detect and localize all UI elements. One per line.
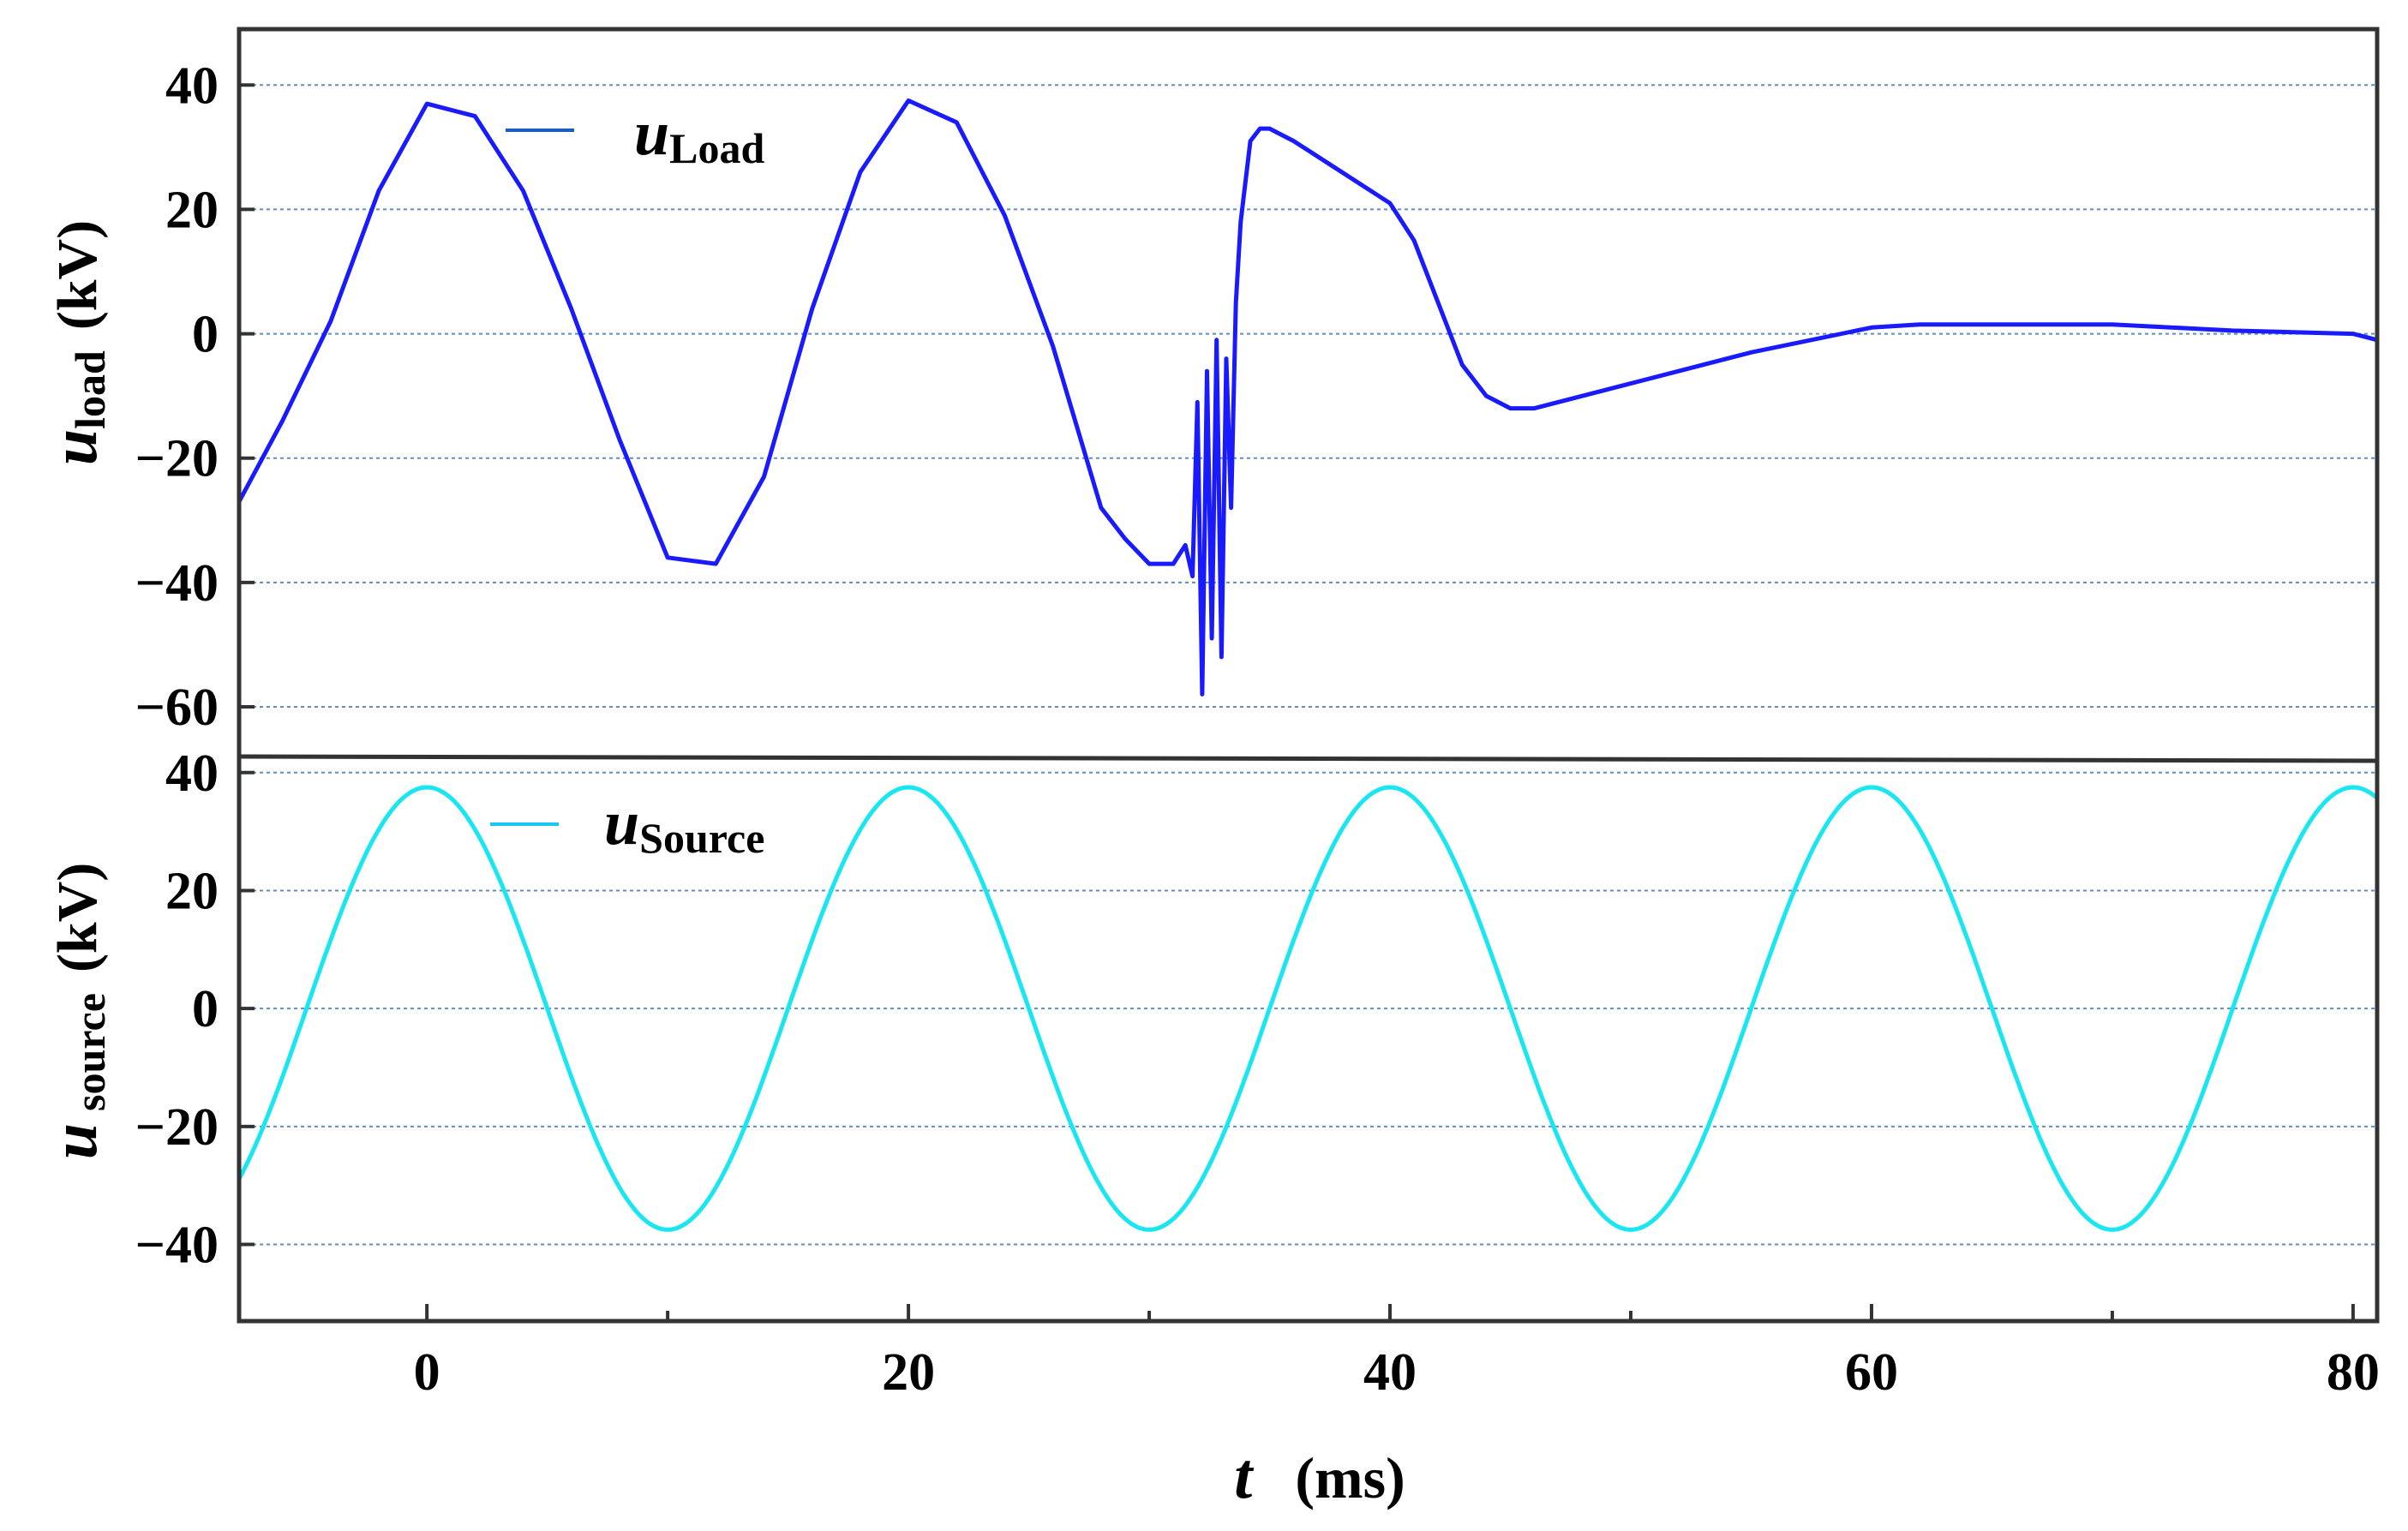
y-tick-label: 20 — [165, 181, 219, 239]
y-tick-label: 20 — [165, 862, 219, 920]
y-tick-label: −40 — [135, 554, 219, 613]
top-legend-main: u — [634, 99, 669, 169]
bottom-legend-label: uSource — [604, 788, 764, 862]
x-tick-label: 0 — [414, 1343, 440, 1402]
x-tick-label: 80 — [2327, 1343, 2380, 1402]
bottom-legend: uSource — [490, 788, 764, 862]
bottom-ylabel-sub: source — [66, 993, 114, 1111]
plot-frame — [237, 27, 2380, 1324]
x-tick-label: 20 — [882, 1343, 935, 1402]
bottom-ylabel-unit: (kV) — [46, 863, 109, 972]
bottom-ylabel-main: u — [39, 1123, 111, 1159]
top-legend: uLoad — [506, 99, 765, 172]
y-tick-label: −20 — [135, 1098, 219, 1157]
bottom-series-line — [237, 785, 2379, 1232]
top-y-ticks: 40 20 0 −20 −40 −60 — [135, 57, 255, 737]
bottom-series — [237, 785, 2379, 1232]
top-ylabel-unit: (kV) — [46, 220, 109, 330]
y-tick-label: 40 — [165, 745, 219, 803]
x-tick-label: 40 — [1363, 1343, 1417, 1402]
top-ylabel-main: u — [39, 429, 111, 465]
top-series — [237, 98, 2378, 697]
bottom-legend-sub: Source — [639, 814, 764, 862]
xlabel-unit: (ms) — [1295, 1445, 1405, 1510]
y-tick-label: 0 — [192, 980, 219, 1038]
x-tick-label: 60 — [1845, 1343, 1898, 1402]
bottom-legend-main: u — [604, 788, 639, 858]
top-legend-label: uLoad — [634, 99, 765, 172]
y-tick-label: −20 — [135, 430, 219, 488]
bottom-y-axis-title: u source (kV) — [39, 863, 114, 1160]
bottom-y-ticks: 40 20 0 −20 −40 — [135, 745, 255, 1275]
y-tick-label: −60 — [135, 679, 219, 737]
top-y-axis-title: uload (kV) — [39, 220, 114, 465]
panel-divider — [238, 754, 2378, 763]
top-grid — [239, 84, 2377, 708]
xlabel-main: t — [1234, 1440, 1255, 1512]
y-tick-label: −40 — [135, 1217, 219, 1275]
top-ylabel-sub: load — [66, 350, 114, 429]
top-series-line — [237, 98, 2378, 697]
x-axis-title: t (ms) — [1234, 1440, 1405, 1512]
y-tick-label: 40 — [165, 57, 219, 115]
top-legend-sub: Load — [669, 124, 764, 172]
bottom-x-ticks: 0 20 40 60 80 — [414, 1304, 2380, 1402]
y-tick-label: 0 — [192, 306, 219, 364]
